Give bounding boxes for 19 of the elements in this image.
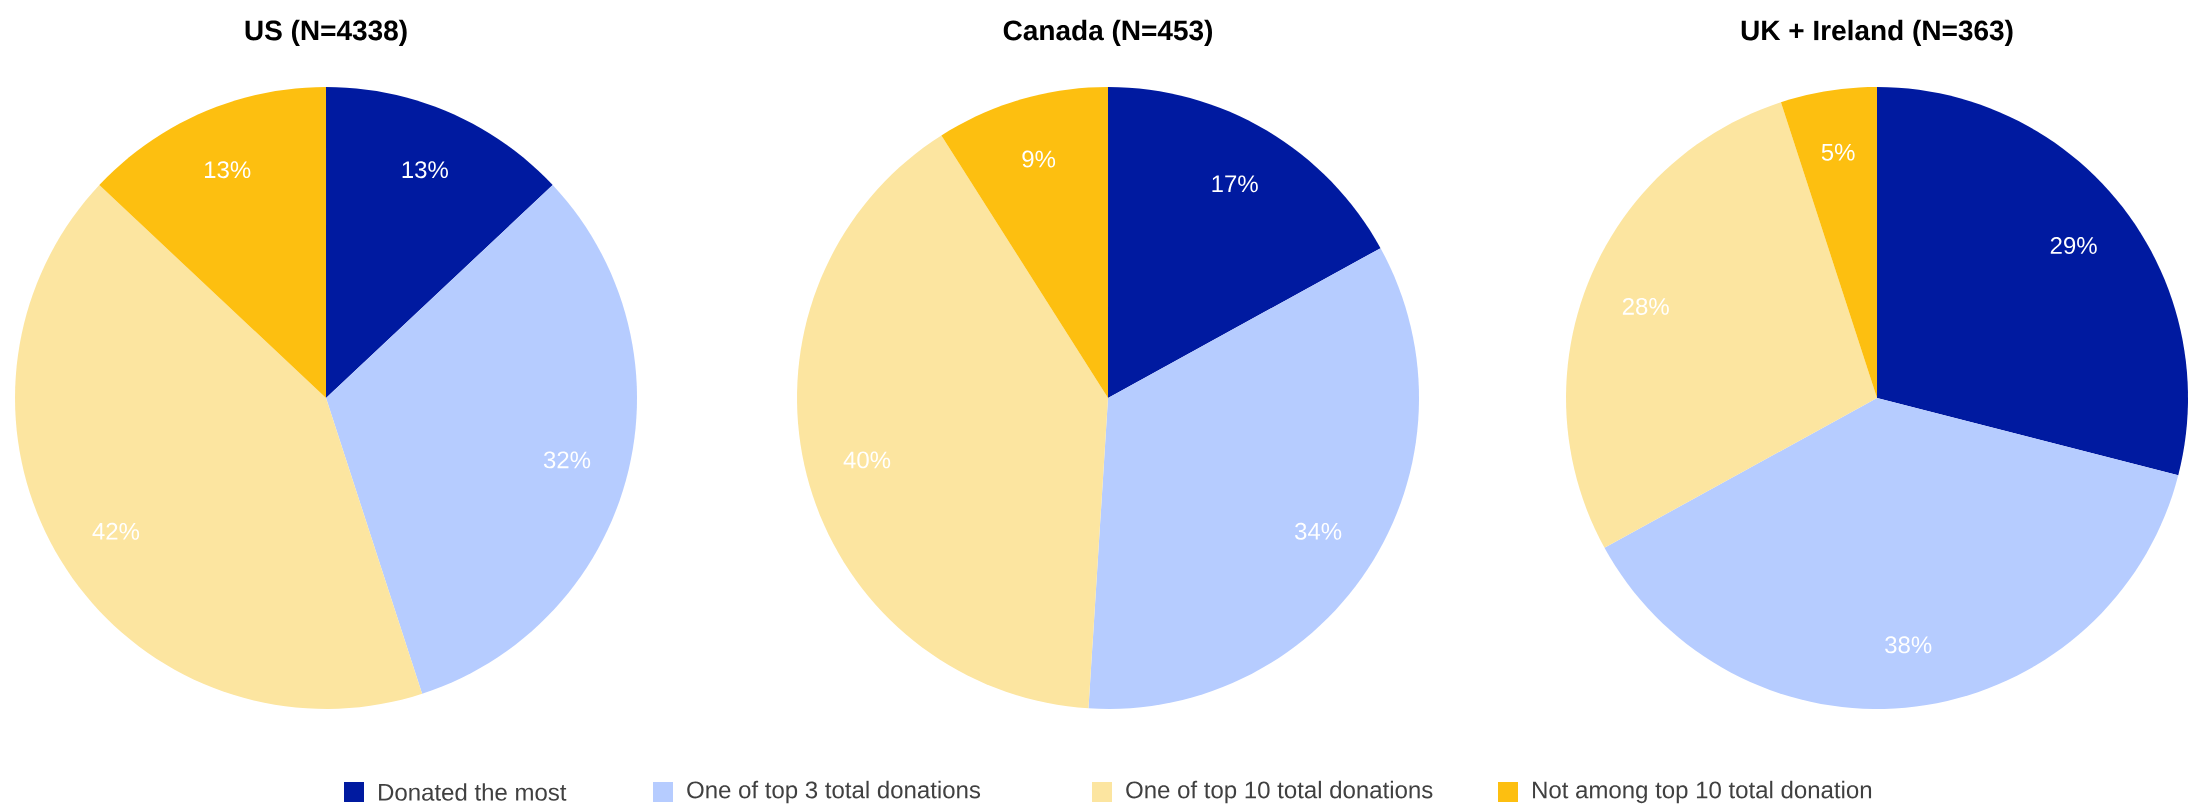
data-label: 34%	[1294, 522, 1342, 540]
data-label: 29%	[2050, 237, 2097, 254]
legend-label: Donated the most	[379, 783, 567, 801]
data-label: 13%	[402, 161, 448, 179]
chart-title: UK + Ireland (N=363)	[1741, 19, 2013, 46]
legend-label: One of top 10 total donations	[1126, 780, 1433, 804]
chart-title: Canada (N=453)	[1003, 19, 1213, 46]
data-label: 38%	[1885, 636, 1932, 654]
data-label: 13%	[205, 161, 251, 179]
chart-title: US (N=4338)	[245, 19, 407, 46]
data-label: 5%	[1821, 143, 1855, 161]
data-label: 32%	[543, 451, 591, 469]
data-label: 42%	[92, 522, 140, 540]
data-label: 40%	[843, 451, 891, 469]
data-label: 17%	[1212, 175, 1258, 193]
data-label: 28%	[1622, 297, 1669, 315]
legend-label: One of top 3 total donations	[687, 780, 981, 804]
legend-label: Not among top 10 total donation	[1533, 780, 1872, 804]
data-label: 9%	[1022, 150, 1056, 168]
